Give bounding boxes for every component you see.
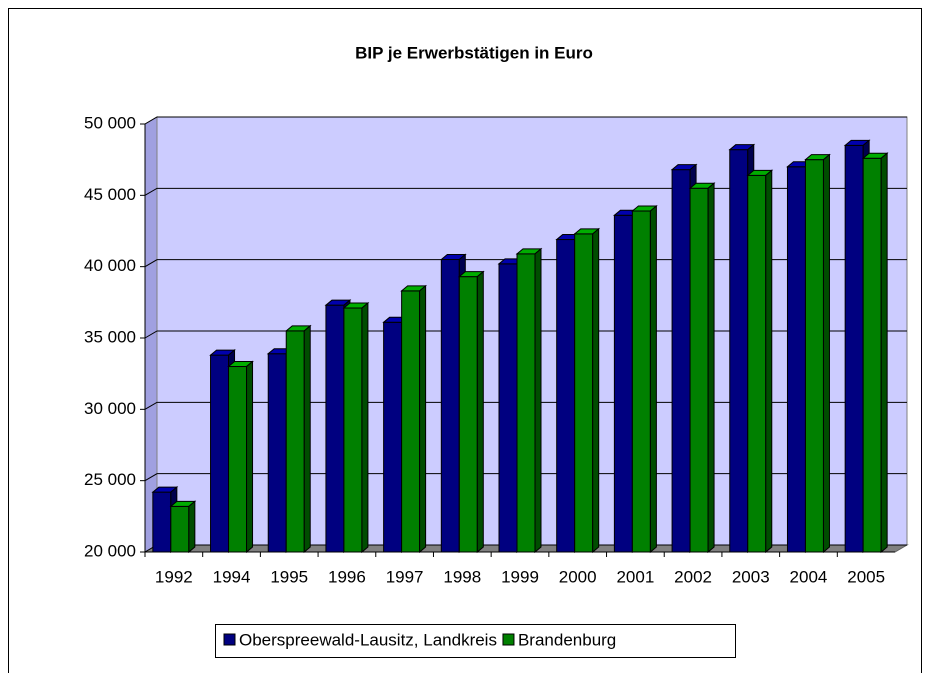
bar xyxy=(862,157,882,553)
bar xyxy=(343,307,363,553)
bar xyxy=(152,491,172,553)
x-tick-label: 2005 xyxy=(847,567,885,586)
bar-side xyxy=(534,247,542,554)
bar-side xyxy=(419,284,427,554)
bar xyxy=(689,187,709,553)
bar-side xyxy=(822,153,830,554)
bar xyxy=(574,233,594,553)
x-tick-label: 1997 xyxy=(386,567,424,586)
bar xyxy=(325,304,345,553)
x-tick-label: 2000 xyxy=(559,567,597,586)
y-tick-label: 35 000 xyxy=(84,327,136,346)
bar xyxy=(613,214,633,553)
grid-line xyxy=(144,330,907,339)
legend-swatch xyxy=(502,633,515,646)
bar-side xyxy=(765,169,773,554)
y-tick-label: 50 000 xyxy=(84,113,136,132)
y-tick-label: 25 000 xyxy=(84,470,136,489)
bar-side xyxy=(476,270,484,554)
grid-line xyxy=(144,401,907,410)
y-tick-label: 30 000 xyxy=(84,399,136,418)
x-tick-label: 1998 xyxy=(443,567,481,586)
bar xyxy=(440,259,460,553)
legend-label: Oberspreewald-Lausitz, Landkreis xyxy=(239,630,497,649)
y-tick-label: 45 000 xyxy=(84,185,136,204)
bar xyxy=(228,366,248,553)
x-tick-label: 2003 xyxy=(732,567,770,586)
x-tick-label: 2002 xyxy=(674,567,712,586)
legend-box xyxy=(215,624,736,658)
bar xyxy=(631,210,651,553)
bar xyxy=(285,330,305,553)
bar-side xyxy=(707,182,715,554)
bar xyxy=(729,149,749,553)
x-tick-label: 1992 xyxy=(155,567,193,586)
bar xyxy=(516,253,536,553)
bar xyxy=(267,353,287,553)
bar xyxy=(671,169,691,553)
bar-side xyxy=(592,227,600,554)
grid-line xyxy=(144,187,907,196)
grid-line xyxy=(144,116,907,125)
bar xyxy=(747,174,767,553)
x-tick-label: 1999 xyxy=(501,567,539,586)
legend: Oberspreewald-Lausitz, Landkreis Brandenb… xyxy=(215,624,736,658)
legend-label: Brandenburg xyxy=(518,630,616,649)
x-tick-label: 1996 xyxy=(328,567,366,586)
bar xyxy=(786,166,806,553)
chart-title: BIP je Erwerbstätigen in Euro xyxy=(355,43,593,62)
bar xyxy=(210,354,230,553)
bar-side xyxy=(649,204,657,554)
bar-side xyxy=(880,152,888,554)
x-tick-label: 1995 xyxy=(270,567,308,586)
legend-swatch xyxy=(223,633,236,646)
y-tick-label: 20 000 xyxy=(84,541,136,560)
bar xyxy=(556,239,576,553)
bar-side xyxy=(303,324,311,554)
bar xyxy=(383,321,403,553)
grid-line xyxy=(144,259,907,268)
bar xyxy=(498,263,518,553)
bar-side xyxy=(246,360,254,554)
x-tick-label: 2001 xyxy=(616,567,654,586)
y-tick-label: 40 000 xyxy=(84,256,136,275)
grid-line xyxy=(144,473,907,482)
bar xyxy=(401,290,421,553)
bar xyxy=(844,144,864,553)
bar xyxy=(458,276,478,553)
x-tick-label: 1994 xyxy=(213,567,251,586)
bar-side xyxy=(361,301,369,554)
bar xyxy=(804,159,824,553)
bar xyxy=(170,505,190,553)
bar-side xyxy=(188,500,196,554)
x-tick-label: 2004 xyxy=(790,567,828,586)
